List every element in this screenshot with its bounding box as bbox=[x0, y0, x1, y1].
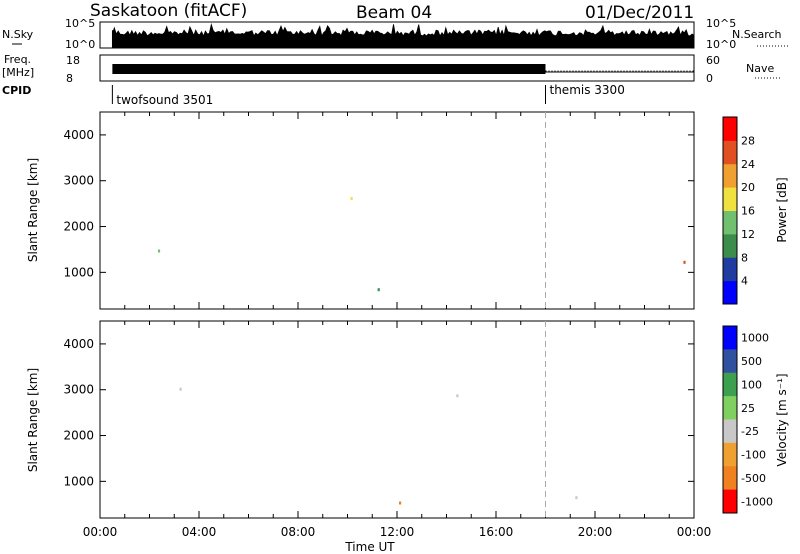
x-tick-label: 00:00 bbox=[677, 525, 712, 539]
date-title: 01/Dec/2011 bbox=[585, 3, 694, 23]
freq-right-label: Nave bbox=[746, 62, 774, 75]
colorbar-swatch bbox=[723, 419, 737, 444]
data-cell bbox=[575, 496, 578, 500]
data-cell bbox=[350, 197, 353, 200]
x-tick-label: 00:00 bbox=[83, 525, 118, 539]
colorbar-swatch bbox=[723, 163, 737, 188]
sky-left-tick-bottom: 10^0 bbox=[65, 38, 95, 51]
colorbar-tick-label: 4 bbox=[741, 275, 748, 288]
cpid-mode-twofsound: twofsound 3501 bbox=[116, 93, 213, 107]
power-panel: 1000 2000 3000 4000 Slant Range [km] 4 8 12 16… bbox=[26, 111, 789, 310]
colorbar-tick-label: 100 bbox=[741, 378, 762, 391]
colorbar-frame bbox=[722, 116, 738, 305]
colorbar-swatch bbox=[723, 187, 737, 211]
freq-left-tick-bottom: 8 bbox=[66, 72, 73, 85]
colorbar-swatch bbox=[723, 372, 737, 397]
data-cell bbox=[399, 501, 402, 505]
velocity-y-axis: 1000 2000 3000 4000 bbox=[63, 321, 695, 518]
velocity-data bbox=[179, 387, 578, 505]
sky-panel: N.Sky 10^5 10^0 10^5 10^0 N.Search bbox=[2, 17, 790, 51]
freq-left-label-1: Freq. bbox=[4, 53, 31, 66]
colorbar-tick-label: 24 bbox=[741, 158, 755, 171]
colorbar-swatch bbox=[723, 396, 737, 420]
power-data bbox=[157, 197, 686, 292]
colorbar-tick-label: 20 bbox=[741, 181, 755, 194]
power-y-axis: 1000 2000 3000 4000 bbox=[63, 112, 695, 309]
power-colorbar: 4 8 12 16 20 24 28 bbox=[722, 116, 755, 305]
time-x-axis: 00:00 04:00 08:00 12:00 16:00 20:00 00:00 bbox=[83, 525, 712, 539]
colorbar-swatch bbox=[723, 466, 737, 491]
colorbar-swatch bbox=[723, 257, 737, 282]
freq-right-tick-top: 60 bbox=[706, 54, 720, 67]
colorbar-tick-label: 28 bbox=[741, 134, 755, 147]
freq-panel-frame bbox=[99, 54, 695, 82]
x-tick-label: 08:00 bbox=[281, 525, 316, 539]
y-tick-label: 4000 bbox=[63, 337, 94, 351]
y-tick-label: 1000 bbox=[63, 474, 94, 488]
x-tick-label: 20:00 bbox=[578, 525, 613, 539]
colorbar-swatch bbox=[723, 280, 737, 305]
data-cell bbox=[179, 387, 182, 391]
frequency-band bbox=[112, 64, 546, 74]
x-axis-label: Time UT bbox=[344, 540, 395, 554]
colorbar-tick-label: -500 bbox=[741, 472, 766, 485]
station-title: Saskatoon (fitACF) bbox=[90, 1, 247, 21]
data-cell bbox=[157, 249, 161, 253]
colorbar-frame bbox=[722, 325, 738, 514]
colorbar-swatch bbox=[723, 117, 737, 141]
beam-title: Beam 04 bbox=[356, 3, 432, 23]
data-cell bbox=[683, 260, 686, 264]
colorbar-swatch bbox=[723, 140, 737, 165]
freq-right-tick-bottom: 0 bbox=[706, 72, 713, 85]
colorbar-tick-label: -100 bbox=[741, 449, 766, 462]
y-tick-label: 4000 bbox=[63, 128, 94, 142]
colorbar-tick-label: 12 bbox=[741, 228, 755, 241]
velocity-colorbar: 1000 500 100 25 -25 -100 -500 -1000 bbox=[722, 325, 773, 514]
sky-right-tick-bottom: 10^0 bbox=[706, 38, 736, 51]
cpid-panel: CPID twofsound 3501 themis 3300 bbox=[2, 83, 625, 107]
power-y-label: Slant Range [km] bbox=[26, 158, 40, 262]
sky-right-tick-top: 10^5 bbox=[706, 17, 736, 30]
colorbar-tick-label: -25 bbox=[741, 425, 759, 438]
colorbar-tick-label: 16 bbox=[741, 205, 755, 218]
y-tick-label: 2000 bbox=[63, 429, 94, 443]
colorbar-swatch bbox=[723, 349, 737, 374]
freq-left-tick-top: 18 bbox=[66, 54, 80, 67]
power-plot-area bbox=[100, 112, 694, 309]
cpid-mode-themis: themis 3300 bbox=[550, 83, 625, 97]
x-tick-label: 16:00 bbox=[479, 525, 514, 539]
sky-right-label: N.Search bbox=[732, 28, 782, 41]
sky-noise-trace bbox=[111, 22, 695, 49]
colorbar-swatch bbox=[723, 233, 737, 258]
velocity-panel: 1000 2000 3000 4000 Slant Range [km] 1000 50… bbox=[26, 320, 789, 519]
y-tick-label: 3000 bbox=[63, 174, 94, 188]
sky-left-tick-top: 10^5 bbox=[65, 17, 95, 30]
x-tick-label: 12:00 bbox=[380, 525, 415, 539]
velocity-plot-area bbox=[100, 321, 694, 518]
colorbar-tick-label: 500 bbox=[741, 355, 762, 368]
colorbar-swatch bbox=[723, 489, 737, 514]
colorbar-tick-label: 8 bbox=[741, 251, 748, 264]
colorbar-tick-label: 25 bbox=[741, 402, 755, 415]
y-tick-label: 2000 bbox=[63, 220, 94, 234]
velocity-y-label: Slant Range [km] bbox=[26, 368, 40, 472]
colorbar-tick-label: -1000 bbox=[741, 495, 773, 508]
colorbar-swatch bbox=[723, 210, 737, 235]
x-tick-label: 04:00 bbox=[182, 525, 217, 539]
y-tick-label: 1000 bbox=[63, 265, 94, 279]
y-tick-label: 3000 bbox=[63, 383, 94, 397]
power-colorbar-label: Power [dB] bbox=[775, 177, 789, 242]
freq-left-label-2: [MHz] bbox=[2, 66, 34, 79]
colorbar-tick-label: 1000 bbox=[741, 332, 769, 345]
data-cell bbox=[456, 394, 459, 398]
velocity-colorbar-label: Velocity [m s⁻¹] bbox=[775, 373, 789, 466]
colorbar-swatch bbox=[723, 442, 737, 467]
data-cell bbox=[377, 288, 380, 292]
colorbar-swatch bbox=[723, 326, 737, 350]
sky-left-label: N.Sky bbox=[2, 28, 34, 41]
freq-panel: Freq. [MHz] 18 8 60 0 Nave bbox=[2, 53, 780, 85]
cpid-label: CPID bbox=[2, 84, 31, 97]
